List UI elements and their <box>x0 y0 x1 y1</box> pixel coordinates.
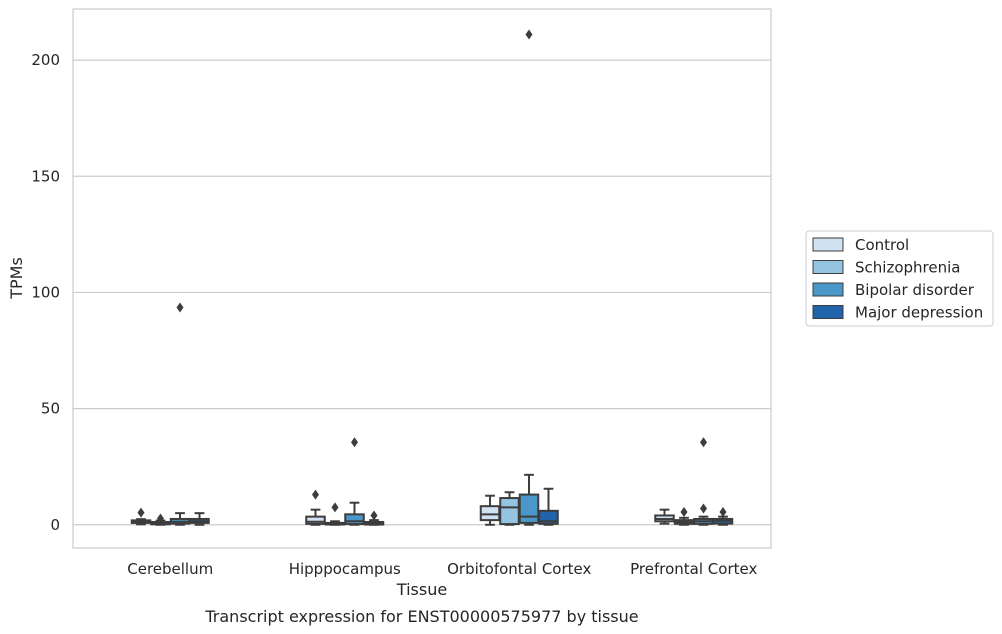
y-tick-labels: 0 50 100 150 200 <box>31 51 60 534</box>
box-1-2 <box>344 437 365 526</box>
box-body <box>305 515 326 525</box>
legend-frame <box>805 230 994 327</box>
y-tick-label: 0 <box>50 516 60 534</box>
outlier-point <box>719 506 727 517</box>
legend-label: Schizophrenia <box>855 259 960 277</box>
grid-lines <box>73 59 771 526</box>
legend-swatch <box>812 305 844 319</box>
outlier-point <box>331 502 339 513</box>
box-1-1 <box>324 502 346 526</box>
outlier-point <box>680 506 688 517</box>
legend-label: Major depression <box>855 304 983 322</box>
outlier-point <box>700 503 707 514</box>
box-body <box>518 493 540 524</box>
outlier-point <box>176 302 184 313</box>
outlier-point <box>137 507 145 518</box>
box-body <box>344 513 365 526</box>
outlier-point <box>700 437 707 448</box>
chart-title: Transcript expression for ENST0000057597… <box>204 607 638 626</box>
legend-label: Control <box>855 236 909 254</box>
box-2-1 <box>499 491 520 526</box>
box-body <box>479 505 501 522</box>
box-2-0 <box>479 494 501 526</box>
y-tick-label: 200 <box>31 51 60 69</box>
legend-swatch <box>812 282 844 297</box>
legend-swatch <box>812 260 844 274</box>
plot-frame <box>72 8 772 549</box>
box-series <box>130 29 734 526</box>
box-2-3 <box>538 487 559 526</box>
outlier-point <box>370 510 378 521</box>
y-tick-label: 100 <box>31 283 60 301</box>
legend-label: Bipolar disorder <box>855 281 975 299</box>
x-axis-label: Tissue <box>396 580 447 599</box>
x-tick-label: Orbitofontal Cortex <box>447 560 591 578</box>
outlier-point <box>157 513 164 524</box>
y-tick-label: 150 <box>31 167 60 185</box>
box-1-0 <box>305 489 326 526</box>
y-tick-label: 50 <box>41 400 60 418</box>
box-3-3 <box>712 506 734 526</box>
y-axis-label: TPMs <box>7 257 26 300</box>
outlier-point <box>312 489 319 500</box>
x-tick-label: Cerebellum <box>127 560 213 578</box>
x-tick-labels: Cerebellum Hipppocampus Orbitofontal Corte… <box>127 560 757 578</box>
box-3-2 <box>693 437 714 526</box>
legend-swatch <box>812 237 844 252</box>
outlier-point <box>525 29 533 40</box>
box-0-3 <box>189 512 210 526</box>
box-1-3 <box>363 510 385 526</box>
legend: Control Schizophrenia Bipolar disorder Majo… <box>805 230 994 327</box>
x-tick-label: Hipppocampus <box>289 560 401 578</box>
outlier-point <box>351 437 358 448</box>
box-2-2 <box>518 29 540 526</box>
x-tick-label: Prefrontal Cortex <box>630 560 757 578</box>
box-body <box>499 497 520 526</box>
box-3-0 <box>654 508 675 525</box>
